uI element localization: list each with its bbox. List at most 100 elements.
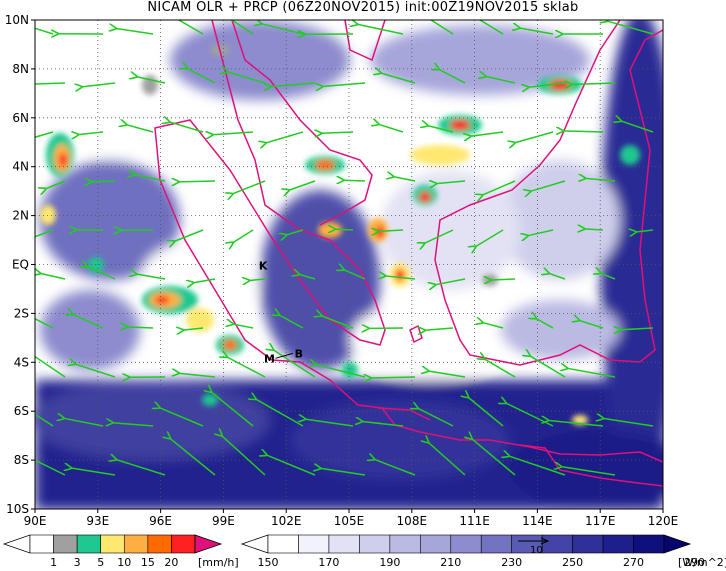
olr-colorbar-label: 230 — [501, 556, 522, 569]
y-tick-label: 2S — [14, 306, 29, 320]
y-tick-label: 10S — [6, 502, 29, 516]
precip-unit-label: [mm/h] — [198, 556, 239, 569]
wind-vector — [183, 328, 204, 330]
olr-colorbar-swatch — [633, 534, 665, 554]
y-tick-label: 4N — [12, 160, 29, 174]
wind-vector — [374, 459, 416, 476]
wind-vector — [343, 180, 366, 181]
y-tick-label: 8N — [12, 62, 29, 76]
wind-vector — [135, 175, 166, 182]
wind-vector — [536, 318, 554, 329]
wind-vector — [563, 131, 604, 132]
wind-vector — [428, 126, 454, 133]
wind-vector — [193, 278, 216, 283]
olr-colorbar-right-cap — [663, 534, 692, 554]
olr-colorbar-swatch — [480, 534, 512, 554]
olr-colorbar-swatch — [602, 534, 634, 554]
precip-colorbar-right-cap — [194, 534, 223, 554]
wind-vector — [585, 178, 616, 181]
wind-vector — [530, 180, 566, 191]
wind-vector — [87, 266, 116, 280]
olr-colorbar-swatch — [328, 534, 360, 554]
y-axis-ticks: 10N 8N 6N 4N 2N EQ 2S 4S 6S 8S 10S — [5, 13, 35, 516]
station-connector-line — [275, 352, 293, 359]
wind-vector — [35, 229, 54, 237]
wind-vector — [429, 20, 454, 35]
wind-vector — [261, 24, 304, 35]
wind-vector — [46, 180, 66, 189]
wind-vector — [35, 413, 54, 427]
station-marker-label: B — [295, 347, 303, 360]
wind-vector — [73, 314, 104, 329]
wind-vector — [159, 408, 204, 427]
wind-vector — [428, 442, 466, 476]
wind-vector — [126, 125, 154, 133]
wind-vector — [267, 455, 316, 476]
precip-colorbar-label: 20 — [164, 556, 178, 569]
wind-vector — [78, 132, 104, 135]
wind-vector — [170, 438, 216, 476]
wind-vector — [601, 273, 616, 280]
precip-colorbar-swatch — [100, 534, 125, 554]
wind-vector — [483, 323, 504, 329]
wind-vector — [579, 320, 604, 329]
olr-colorbar-swatch — [572, 534, 604, 554]
wind-vector — [136, 274, 166, 280]
reference-vector-label: 10 — [530, 545, 543, 556]
x-tick-label: 111E — [459, 514, 490, 528]
wind-vector — [316, 365, 366, 378]
wind-vector — [424, 229, 454, 243]
olr-field — [35, 20, 663, 509]
wind-vector — [530, 356, 566, 378]
olr-unit-label: [W/m^2] — [678, 556, 726, 569]
x-tick-label: 117E — [585, 514, 616, 528]
wind-vector — [425, 328, 454, 330]
olr-colorbar-label: 250 — [562, 556, 583, 569]
wind-vector — [35, 27, 54, 35]
map-plot-area: K M B — [35, 20, 663, 509]
x-tick-label: 90E — [24, 514, 47, 528]
y-tick-label: 6S — [14, 404, 29, 418]
wind-vector — [335, 229, 354, 230]
precip-colorbar-swatch — [29, 534, 54, 554]
y-tick-label: 4S — [14, 355, 29, 369]
wind-vector — [174, 229, 204, 241]
station-markers: K M B — [259, 259, 303, 365]
olr-colorbar-label: 290 — [684, 556, 705, 569]
precip-colorbar-label: 1 — [50, 556, 57, 569]
x-tick-label: 102E — [271, 514, 302, 528]
wind-vector — [472, 439, 516, 476]
y-tick-label: 6N — [12, 111, 29, 125]
wind-vector — [439, 69, 466, 84]
wind-vector — [519, 28, 554, 35]
wind-vector — [71, 468, 116, 476]
wind-vector — [271, 82, 316, 87]
wind-vector — [486, 76, 516, 84]
precip-colorbar-swatch — [171, 534, 196, 554]
wind-vector — [321, 132, 354, 133]
x-tick-label: 93E — [86, 514, 109, 528]
wind-vector — [113, 423, 154, 426]
wind-vector — [491, 279, 516, 280]
reference-vector-arrowhead — [540, 537, 550, 545]
gridlines — [35, 20, 663, 509]
x-tick-label: 99E — [212, 514, 235, 528]
x-tick-label: 105E — [334, 514, 365, 528]
wind-vector — [371, 377, 416, 378]
wind-vector — [299, 274, 316, 280]
y-tick-label: EQ — [12, 258, 29, 272]
y-tick-label: 10N — [5, 13, 29, 27]
wind-vector — [428, 371, 466, 378]
olr-colorbar-swatch — [541, 534, 573, 554]
y-tick-label: 8S — [14, 453, 29, 467]
wind-vector — [549, 273, 566, 280]
wind-vector — [178, 181, 216, 182]
wind-vector — [381, 73, 416, 84]
wind-vector — [249, 279, 266, 281]
olr-colorbar: 150 170 190 210 230 250 270 290 10 [W/m^2] — [240, 534, 726, 569]
wind-vector — [393, 177, 416, 182]
olr-colorbar-swatch — [267, 534, 299, 554]
olr-colorbar-swatch — [420, 534, 452, 554]
precipitation-colorbar: 1 3 5 10 15 20 [mm/h] — [2, 534, 239, 569]
